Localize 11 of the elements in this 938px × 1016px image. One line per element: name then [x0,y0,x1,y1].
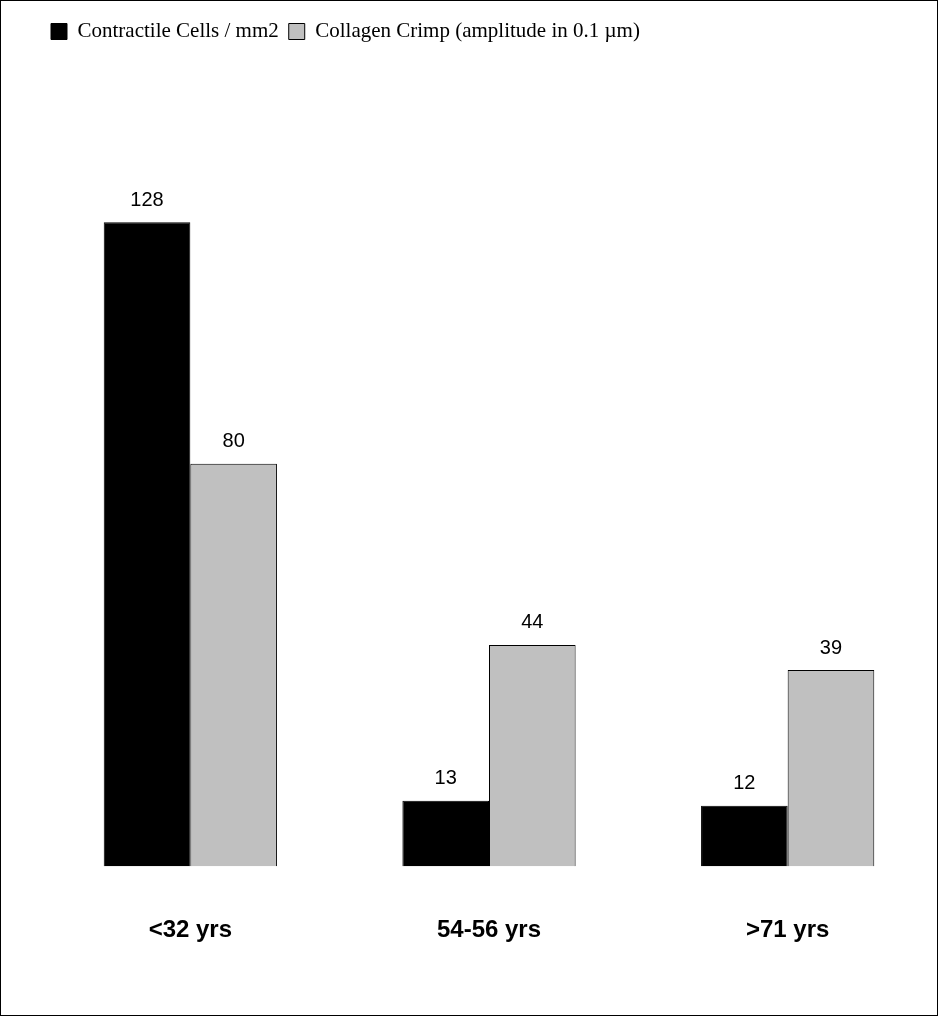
legend-label: Contractile Cells / mm2 [77,18,279,43]
data-label: 44 [521,610,544,633]
legend-label: Collagen Crimp (amplitude in 0.1 µm) [315,18,640,43]
data-label: 80 [222,429,245,452]
x-tick-label: 54-56 yrs [436,915,542,943]
data-label: 39 [819,635,843,658]
data-label: 12 [733,771,756,794]
x-tick-label: >71 yrs [745,915,830,943]
data-label: 13 [434,766,457,789]
x-tick-label: <32 yrs [148,915,233,943]
data-label: 128 [130,187,164,210]
